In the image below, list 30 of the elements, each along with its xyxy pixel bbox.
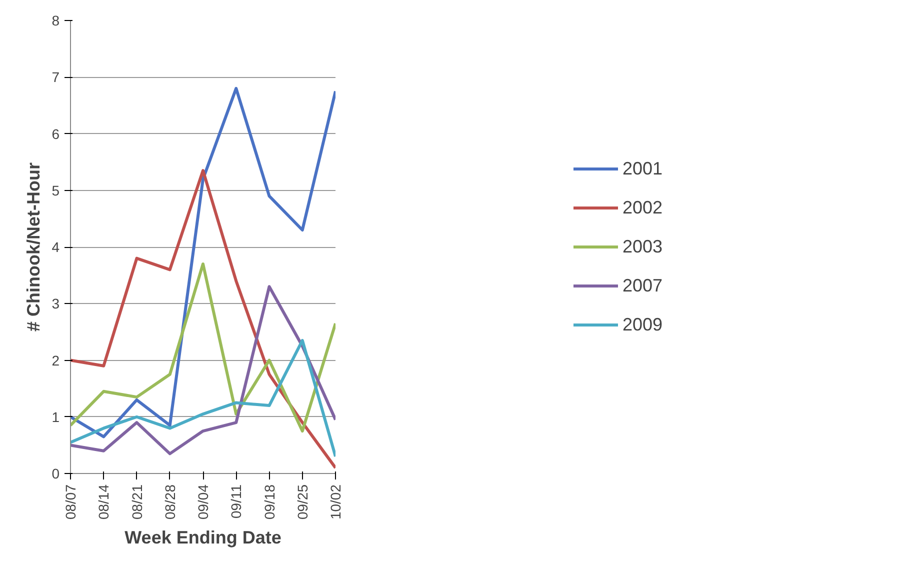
x-tick-label: 09/25 (294, 484, 310, 520)
y-tick-label: 0 (52, 466, 60, 482)
x-tick-label: 08/21 (128, 484, 145, 520)
legend-label: 2001 (622, 158, 663, 179)
x-tick-label: 08/07 (62, 484, 78, 520)
x-tick-label: 09/11 (228, 484, 244, 518)
line-series (70, 262, 336, 433)
legend-label: 2003 (622, 236, 663, 257)
x-axis-title: Week Ending Date (124, 528, 282, 548)
y-tick-label: 1 (52, 408, 60, 425)
line-series (70, 169, 336, 470)
y-tick-label: 4 (52, 239, 60, 255)
y-tick-label: 2 (52, 352, 60, 368)
y-tick-label: 7 (52, 69, 60, 86)
line-series (70, 285, 336, 456)
x-tick-label: 08/28 (162, 484, 178, 520)
legend-label: 2007 (622, 275, 663, 296)
line-series (70, 338, 336, 458)
x-tick-label: 09/18 (261, 484, 278, 520)
legend-label: 2002 (622, 197, 663, 218)
line-series (70, 86, 336, 438)
y-tick-label: 5 (52, 182, 60, 198)
y-tick-label: 6 (52, 126, 60, 142)
legend-label: 2009 (622, 314, 663, 335)
x-tick-label: 09/04 (195, 484, 211, 520)
x-tick-label: 10/02 (328, 484, 344, 520)
x-tick-label: 08/14 (96, 484, 112, 520)
y-axis-title: # Chinook/Net-Hour (24, 162, 44, 332)
y-tick-label: 3 (52, 296, 60, 312)
y-tick-label: 8 (52, 12, 60, 28)
